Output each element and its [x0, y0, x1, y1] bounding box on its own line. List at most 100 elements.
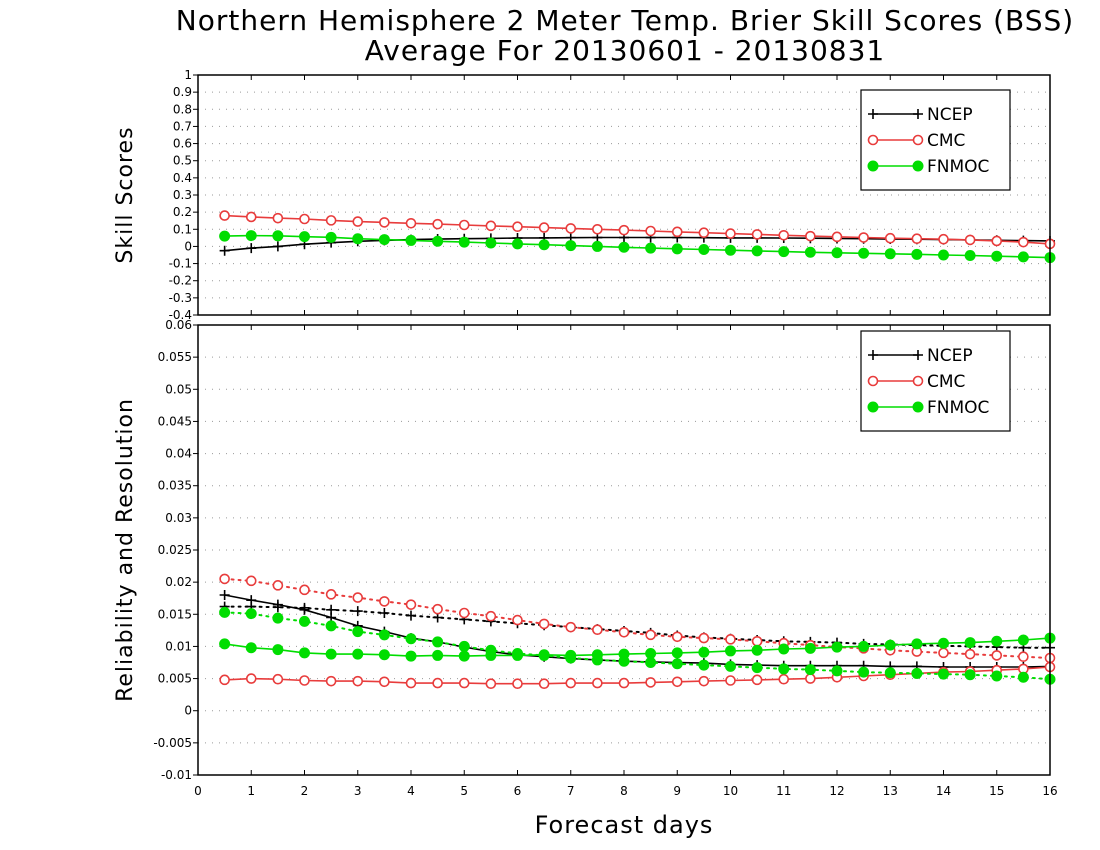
data-point [618, 241, 630, 253]
bottom-series-fnmoc-resolution [219, 606, 1056, 685]
data-point [458, 219, 470, 231]
data-point [1018, 651, 1029, 663]
data-point [272, 612, 284, 624]
data-point [378, 649, 390, 661]
xtick-label: 0 [194, 784, 202, 798]
data-point [352, 606, 363, 617]
top-ytick-label: 0.2 [173, 205, 192, 219]
data-point [219, 606, 231, 618]
legend-marker [868, 350, 878, 360]
data-point [299, 675, 310, 686]
bottom-ytick-label: 0.035 [158, 479, 192, 493]
legend-marker [912, 401, 924, 413]
data-point [352, 648, 364, 660]
bottom-ytick-label: 0.015 [158, 607, 192, 621]
data-point [778, 229, 790, 241]
data-point [1017, 251, 1029, 263]
data-point [299, 602, 310, 613]
data-point [725, 660, 736, 672]
data-point [911, 667, 923, 679]
data-point [485, 610, 497, 622]
data-point [432, 677, 443, 689]
data-point [618, 655, 630, 667]
bottom-ytick-label: 0.03 [165, 511, 192, 525]
data-point [964, 648, 976, 660]
data-point [671, 676, 683, 688]
data-point [538, 678, 550, 690]
data-point [219, 590, 230, 600]
top-ytick-label: 0.9 [173, 85, 192, 99]
data-point [405, 599, 417, 610]
data-point [938, 668, 949, 680]
data-point [991, 235, 1003, 247]
data-point [245, 230, 257, 242]
legend-label: NCEP [927, 346, 973, 366]
data-point [565, 652, 577, 664]
data-point [698, 659, 710, 671]
xtick-label: 4 [407, 784, 415, 798]
data-point [592, 677, 603, 689]
data-point [245, 608, 257, 620]
data-point [858, 640, 870, 652]
data-point [512, 238, 523, 250]
data-point [458, 640, 470, 652]
data-point [698, 244, 710, 256]
legend-label: FNMOC [927, 398, 989, 418]
data-point [325, 215, 337, 226]
legend-marker [867, 160, 879, 172]
data-point [645, 657, 657, 668]
top-ytick-label: 0.7 [173, 119, 192, 133]
xtick-label: 14 [936, 784, 951, 798]
legend-marker [912, 375, 924, 387]
data-point [326, 604, 337, 615]
data-point [592, 223, 603, 235]
bottom-ytick-label: 0.01 [165, 639, 192, 653]
data-point [538, 618, 550, 630]
data-point [512, 221, 523, 233]
xtick-label: 9 [673, 784, 681, 798]
data-point [778, 663, 790, 675]
data-point [911, 248, 923, 260]
legend-marker [912, 160, 924, 172]
top-ytick-label: 0.3 [173, 188, 192, 202]
top-ytick-label: 0.1 [173, 222, 192, 236]
data-point [219, 230, 231, 242]
data-point [831, 641, 843, 653]
bottom-ytick-label: 0.06 [165, 318, 192, 332]
data-point [538, 649, 550, 661]
bottom-series-cmc-resolution [219, 573, 1056, 664]
data-point [538, 222, 550, 233]
data-point [858, 247, 870, 259]
data-point [538, 239, 550, 251]
data-point [804, 246, 816, 258]
bottom-series-fnmoc-reliability [219, 632, 1056, 662]
data-point [299, 231, 310, 243]
bottom-ytick-label: 0 [184, 704, 192, 718]
data-point [884, 232, 896, 244]
bottom-ytick-label: 0.045 [158, 414, 192, 428]
data-point [591, 654, 603, 666]
data-point [1017, 671, 1029, 683]
data-point [805, 673, 816, 684]
data-point [325, 675, 337, 687]
data-point [299, 584, 310, 596]
data-point [272, 230, 284, 242]
bottom-ytick-label: -0.005 [153, 736, 192, 750]
data-point [751, 635, 763, 647]
top-series-fnmoc [219, 230, 1056, 264]
data-point [299, 213, 310, 225]
data-point [618, 677, 630, 689]
top-ytick-label: -0.1 [169, 257, 192, 271]
data-point [751, 644, 763, 656]
data-point [219, 674, 230, 686]
data-point [485, 237, 497, 249]
data-point [405, 633, 417, 645]
legend-marker [867, 375, 879, 387]
xtick-label: 15 [989, 784, 1004, 798]
xtick-label: 11 [776, 784, 791, 798]
top-ytick-label: -0.3 [169, 291, 192, 305]
data-point [565, 240, 577, 252]
data-point [884, 639, 896, 651]
data-point [698, 675, 710, 687]
